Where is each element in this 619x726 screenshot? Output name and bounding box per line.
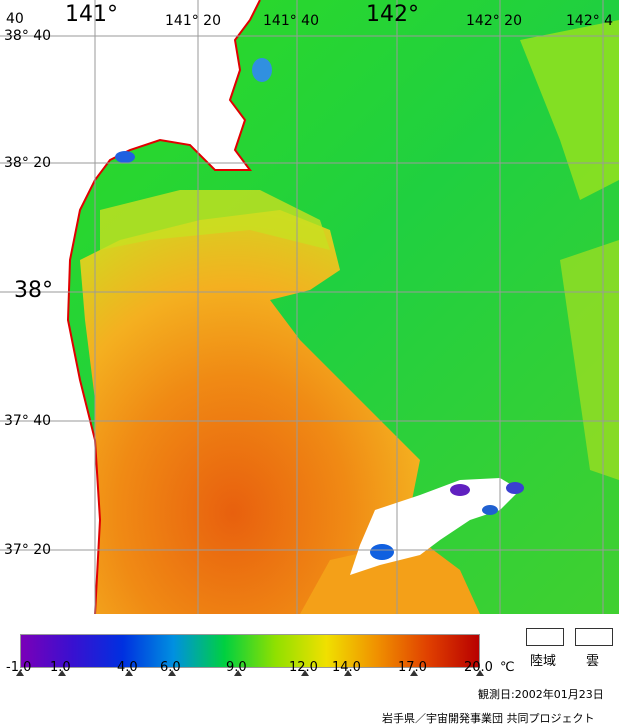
sea-surface-temperature-map: 141° 141° 20 141° 40 142° 142° 20 142° 4…	[0, 0, 619, 614]
color-scale-bar	[20, 634, 480, 668]
tick-mark	[58, 670, 66, 676]
cloud-swatch	[575, 628, 613, 646]
longitude-label: 141°	[65, 2, 118, 27]
graticule	[0, 0, 619, 614]
warm-water-mass	[80, 210, 420, 614]
tick-mark	[16, 670, 24, 676]
scale-label: 6.0	[160, 660, 181, 675]
land-area	[0, 0, 260, 614]
tick-mark	[234, 670, 242, 676]
scale-label: 12.0	[289, 660, 318, 675]
longitude-label: 141° 40	[263, 13, 319, 29]
scale-label: 4.0	[117, 660, 138, 675]
latitude-label: 38° 20	[4, 155, 52, 171]
cold-spot	[482, 505, 498, 515]
project-credit: 岩手県／宇宙開発事業団 共同プロジェクト	[382, 712, 595, 725]
tick-mark	[168, 670, 176, 676]
corner-label: 40	[6, 11, 24, 27]
warm-water-southeast	[300, 540, 480, 614]
scale-label: -1.0	[6, 660, 32, 675]
cloud-label: 雲	[586, 654, 600, 669]
warm-patch-east	[560, 240, 619, 480]
land-label: 陸域	[530, 654, 557, 669]
latitude-label: 38° 40	[4, 28, 52, 44]
cold-spot	[450, 484, 470, 496]
longitude-label: 141° 20	[165, 13, 221, 29]
tick-mark	[344, 670, 352, 676]
scale-label: 14.0	[332, 660, 361, 675]
cold-spot	[115, 151, 135, 163]
longitude-label: 142° 20	[466, 13, 522, 29]
temperature-legend: -1.0 1.0 4.0 6.0 9.0 12.0 14.0 17.0 20.0…	[0, 614, 619, 725]
scale-label: 17.0	[398, 660, 427, 675]
longitude-label: 142° 4	[566, 13, 614, 29]
tick-mark	[476, 670, 484, 676]
cold-spot	[370, 544, 394, 560]
scale-label: 9.0	[226, 660, 247, 675]
tick-mark	[410, 670, 418, 676]
tick-mark	[301, 670, 309, 676]
warm-water-edge	[100, 190, 330, 250]
scale-label: 20.0	[464, 660, 493, 675]
latitude-label: 37° 20	[4, 542, 52, 558]
scale-label: 1.0	[50, 660, 71, 675]
cold-spot	[506, 482, 524, 494]
observation-date: 観測日:2002年01月23日	[478, 688, 604, 701]
latitude-label: 38°	[14, 278, 53, 303]
unit-label: ℃	[500, 660, 515, 675]
longitude-label: 142°	[366, 2, 419, 27]
coastline	[66, 0, 261, 614]
warm-patch-northeast	[520, 20, 619, 200]
land-swatch	[526, 628, 564, 646]
latitude-label: 37° 40	[4, 413, 52, 429]
tick-mark	[125, 670, 133, 676]
cold-spot	[252, 58, 272, 82]
